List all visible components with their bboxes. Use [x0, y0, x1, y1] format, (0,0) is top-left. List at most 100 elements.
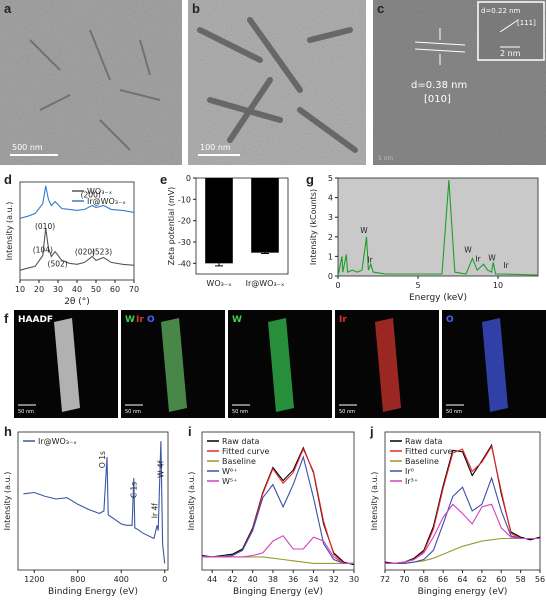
x-tick-label: 40 [72, 285, 82, 294]
annotation: W [360, 226, 368, 235]
x-tick-label: 10 [15, 285, 25, 294]
x-tick-label: 30 [349, 575, 359, 584]
series-line [337, 179, 539, 277]
nanorod-map [54, 318, 80, 412]
legend-label: W⁶⁺ [222, 467, 237, 476]
panel-label: f [4, 311, 9, 326]
legend-label: Raw data [405, 437, 442, 446]
scale-text: 5 nm [378, 155, 394, 162]
scale-text: 100 nm [200, 143, 231, 152]
y-axis-label: Intensity (a.u.) [3, 472, 12, 531]
annotation: (010) [35, 222, 55, 231]
series-line [19, 185, 135, 219]
legend-label: Ir⁰ [405, 467, 414, 476]
map-title: W [125, 315, 135, 325]
series-line [202, 455, 354, 564]
x-tick-label: 0 [335, 281, 340, 290]
map-title: W [232, 315, 242, 325]
annotation: (020) [75, 248, 95, 257]
legend-label: Ir@WO₃₋ₓ [87, 197, 126, 206]
lattice-marks [414, 28, 466, 65]
x-tick-label: 32 [329, 575, 339, 584]
bar [251, 178, 279, 253]
rods [29, 29, 161, 151]
annotation: Ir [503, 261, 509, 270]
y-axis-label: Zeta potential (mV) [167, 187, 176, 266]
x-tick-label: 34 [308, 575, 318, 584]
y-axis-label: Intensity (kCounts) [309, 189, 318, 265]
map-title: O [446, 315, 454, 325]
annotation: Ir [367, 255, 373, 264]
panel-label: j [369, 424, 374, 439]
legend-label: Baseline [405, 457, 439, 466]
annotation: W [488, 253, 496, 262]
x-tick-label: 20 [34, 285, 44, 294]
x-tick-label: 70 [399, 575, 409, 584]
panel-label: i [188, 424, 192, 439]
x-tick-label: WO₃₋ₓ [206, 279, 232, 288]
panel-label: d [4, 172, 12, 187]
y-axis-label: Intensity (a.u.) [187, 472, 196, 531]
annotation: W [464, 245, 472, 254]
x-tick-label: 5 [415, 281, 420, 290]
d-spacing: d=0.38 nm [411, 80, 467, 91]
legend-label: Fitted curve [405, 447, 453, 456]
y-tick-label: -20 [178, 217, 191, 226]
x-tick-label: 38 [268, 575, 278, 584]
bar [205, 178, 233, 264]
x-tick-label: 10 [493, 281, 503, 290]
x-tick-label: 72 [380, 575, 390, 584]
annotation: Ir [475, 254, 481, 263]
annotation: W 4f [157, 460, 166, 478]
direction: [010] [424, 94, 451, 105]
inset-scale: 2 nm [500, 49, 521, 58]
x-tick-label: 50 [91, 285, 101, 294]
inset-spacing: d=0.22 nm [481, 7, 521, 15]
x-tick-label: 42 [227, 575, 237, 584]
panel-label: g [306, 172, 314, 187]
x-tick-label: 68 [419, 575, 429, 584]
plot-frame [201, 431, 355, 571]
series-line [385, 537, 540, 564]
legend-label: Ir³⁺ [405, 477, 418, 486]
x-tick-label: 44 [207, 575, 217, 584]
x-tick-label: 40 [248, 575, 258, 584]
x-axis-label: Energy (keV) [409, 293, 467, 303]
inset [477, 1, 545, 61]
nanorod-map [161, 318, 187, 412]
x-tick-label: 62 [477, 575, 487, 584]
inset-direction: [111] [517, 19, 536, 27]
y-tick-label: 3 [328, 213, 333, 222]
series-line [385, 503, 540, 564]
plot-frame [337, 177, 539, 277]
scale-text: 500 nm [12, 143, 43, 152]
inset-mark [499, 19, 519, 33]
legend-label: Fitted curve [222, 447, 270, 456]
y-tick-label: -30 [178, 238, 191, 247]
x-tick-label: 60 [110, 285, 120, 294]
panel-label: h [4, 424, 12, 439]
y-tick-label: 0 [328, 272, 333, 281]
annotation: (200) [81, 191, 101, 200]
x-axis-label: 2θ (°) [64, 297, 90, 307]
x-axis-label: Binding Energy (eV) [48, 587, 138, 597]
x-tick-label: 30 [53, 285, 63, 294]
x-tick-label: 64 [457, 575, 467, 584]
plot-background [338, 178, 538, 276]
panel-label: c [377, 1, 384, 16]
x-tick-label: 1200 [24, 575, 44, 584]
scale-text: 50 nm [232, 409, 248, 415]
x-tick-label: 0 [162, 575, 167, 584]
y-axis-label: Intensity (a.u.) [5, 202, 14, 261]
map-title: HAADF [18, 315, 53, 325]
panel-label: e [160, 172, 167, 187]
x-axis-label: Binging Energy (eV) [233, 587, 323, 597]
y-axis-label: Intensity (a.u.) [370, 472, 379, 531]
x-tick-label: 70 [129, 285, 139, 294]
map-title: Ir [136, 315, 144, 325]
series-line [202, 535, 354, 564]
annotation: O 1s [98, 451, 107, 468]
series-line [202, 556, 354, 564]
y-tick-label: -10 [178, 195, 191, 204]
